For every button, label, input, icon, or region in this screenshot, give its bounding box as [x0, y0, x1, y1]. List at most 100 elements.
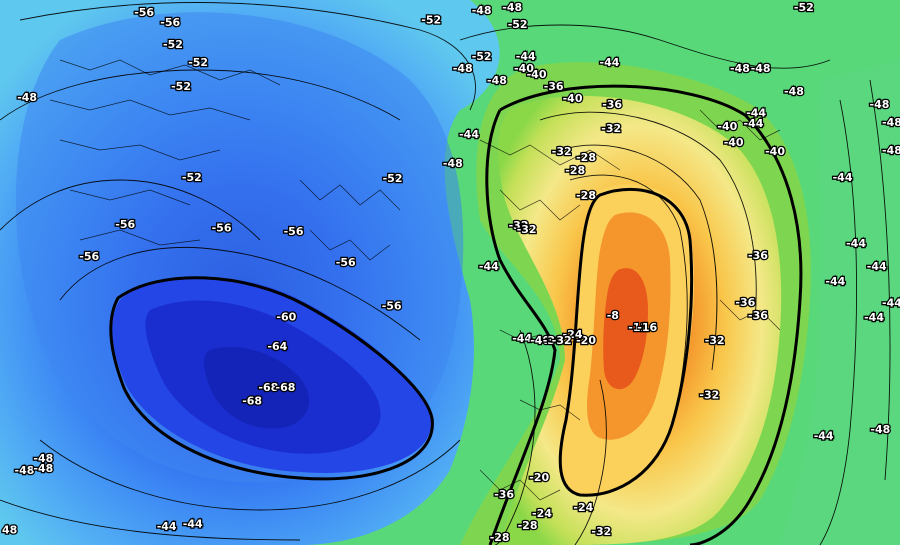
contour-label: -36	[544, 80, 564, 93]
contour-label: -44	[882, 297, 900, 310]
coastlines	[49, 59, 781, 501]
contour-label: -48	[33, 462, 53, 475]
contour-label: -48	[453, 62, 473, 75]
contour-label: -44	[846, 237, 866, 250]
contour-label: -32	[552, 334, 572, 347]
contour-warm-ridge	[485, 84, 803, 545]
contour-label: -48	[870, 423, 890, 436]
contour-label: -32	[705, 334, 725, 347]
contour-label: -68	[258, 381, 278, 394]
contour-label: -40	[717, 120, 737, 133]
contour-label: -52	[171, 80, 191, 93]
contour-label: 48	[2, 524, 17, 537]
contour-label: -44	[867, 260, 887, 273]
contour-label: -64	[267, 340, 287, 353]
contour-label: -56	[284, 225, 304, 238]
contour-label: -32	[517, 223, 537, 236]
contour-label: -48	[502, 1, 522, 14]
contour-label: -28	[518, 519, 538, 532]
cold-core-center	[204, 346, 310, 429]
contour-label: -48	[730, 62, 750, 75]
contour-label: -44	[516, 50, 536, 63]
contour-label: -48	[487, 74, 507, 87]
contour-label: -44	[512, 332, 532, 345]
contour-label: -32	[591, 525, 611, 538]
contour-label: -44	[814, 430, 834, 443]
contour-label: -48	[33, 452, 53, 465]
contour-label: -44	[864, 311, 884, 324]
contour-label: -44	[479, 260, 499, 273]
contour-label: -28	[565, 164, 585, 177]
contour-label: -40	[563, 92, 583, 105]
contour-label: -20	[576, 334, 596, 347]
contour-label: -56	[79, 250, 99, 263]
contour-label: -32	[601, 122, 621, 135]
contour-label: -40	[514, 62, 534, 75]
contour-label: -56	[134, 6, 154, 19]
contour-label: -24	[532, 507, 552, 520]
contour-label: -24	[563, 328, 583, 341]
contour-label: -48	[882, 144, 900, 157]
contour-label: -52	[188, 56, 208, 69]
contour-label: -48	[784, 85, 804, 98]
contour-label: -44	[459, 128, 479, 141]
contour-label: -40	[765, 145, 785, 158]
contour-label: -44	[600, 56, 620, 69]
contour-label: -48	[751, 62, 771, 75]
contour-cold-core	[109, 276, 434, 481]
contour-label: -44	[183, 518, 203, 531]
contour-label: -28	[576, 189, 596, 202]
contour-label: -36	[735, 296, 755, 309]
contour-label: -24	[573, 501, 593, 514]
contour-label: -60	[276, 311, 296, 324]
contour-label: -52	[383, 172, 403, 185]
contour-label: -52	[508, 18, 528, 31]
contour-warm-core	[558, 187, 694, 497]
contour-label: -52	[163, 38, 183, 51]
contour-label: -48	[17, 91, 37, 104]
contour-label: -68	[276, 381, 296, 394]
contour-label: -52	[182, 171, 202, 184]
contour-label: -44	[744, 117, 764, 130]
contour-label: -44	[825, 275, 845, 288]
contour-label: -56	[382, 300, 402, 313]
contour-label: -56	[336, 256, 356, 269]
contour-label: -48	[882, 116, 900, 129]
contour-label: -8	[607, 309, 619, 322]
east-field	[780, 60, 900, 545]
contour-label: -40	[527, 68, 547, 81]
contour-label: -36	[494, 488, 514, 501]
contour-label: -56	[212, 221, 232, 234]
contour-label: -48	[15, 464, 35, 477]
contour-label: -52	[421, 14, 441, 27]
contour-label: -32	[509, 219, 529, 232]
contour-label: -44	[833, 171, 853, 184]
contour-label: -40	[530, 334, 550, 347]
contour-label: -52	[794, 1, 814, 14]
contour-label: -44	[746, 106, 766, 119]
contour-label: -56	[115, 218, 135, 231]
contour-label: -44	[157, 520, 177, 533]
contour-label: -40	[724, 136, 744, 149]
contour-label: -12	[628, 321, 648, 334]
contour-label: -36	[748, 249, 768, 262]
contour-label: -52	[472, 50, 492, 63]
contour-label: -48	[443, 157, 463, 170]
contour-label: -56	[160, 16, 180, 29]
contour-label: -36	[602, 98, 622, 111]
contour-label: -20	[529, 471, 549, 484]
warm-core-red	[603, 268, 648, 390]
contour-label: -48	[870, 98, 890, 111]
contour-label: -28	[490, 531, 510, 544]
contour-label: -28	[576, 151, 596, 164]
contour-label: -32	[699, 389, 719, 402]
contour-label: -16	[637, 321, 657, 334]
contour-label: -36	[748, 309, 768, 322]
contour-label: -48	[472, 4, 492, 17]
contour-label: -36	[543, 334, 563, 347]
contour-label: -68	[242, 395, 262, 408]
